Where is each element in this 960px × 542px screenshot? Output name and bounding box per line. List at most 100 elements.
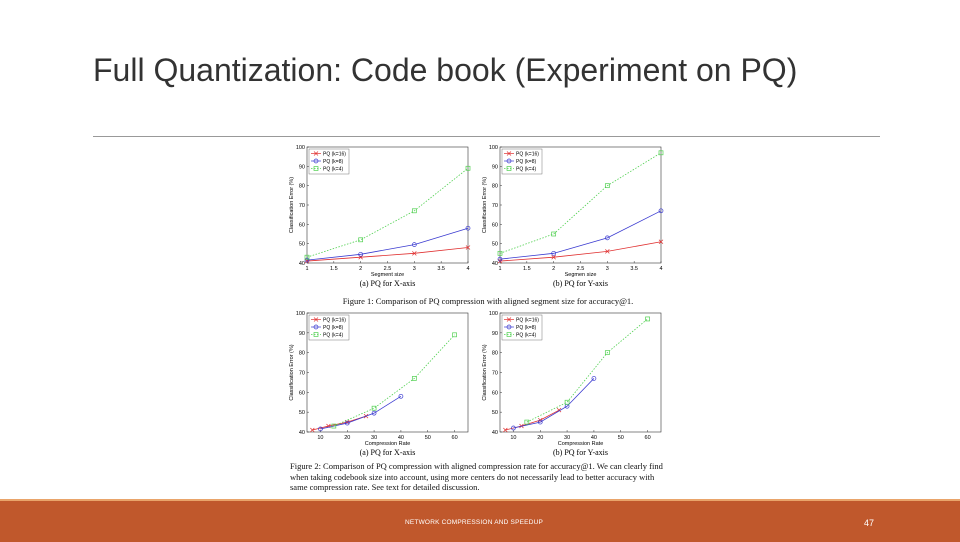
page-number: 47: [864, 518, 875, 528]
x-tick-label: 50: [425, 435, 431, 441]
point-marker: [551, 254, 556, 260]
x-tick-label: 4: [466, 266, 469, 272]
x-tick-label: 20: [344, 435, 350, 441]
point-marker: [497, 256, 503, 262]
legend-label: PQ (k=16): [516, 152, 539, 158]
y-tick-label: 70: [299, 371, 305, 377]
figure-caption: Figure 1: Comparison of PQ compression w…: [342, 296, 634, 306]
series-line: [526, 318, 648, 423]
y-tick-label: 90: [492, 331, 498, 337]
x-tick-label: 40: [398, 435, 404, 441]
y-tick-label: 60: [299, 390, 305, 396]
y-tick-label: 70: [492, 371, 498, 377]
x-axis-label: Compression Rate: [365, 441, 411, 447]
legend-marker: [506, 158, 512, 164]
x-tick-label: 1: [305, 266, 308, 272]
point-marker: [658, 150, 664, 156]
chart-caption: (b) PQ for Y-axis: [553, 279, 608, 288]
legend-marker: [313, 317, 319, 322]
point-marker: [604, 183, 610, 189]
point-marker: [465, 225, 471, 231]
x-axis-label: Segmen size: [565, 272, 597, 278]
point-marker: [358, 237, 364, 243]
point-marker: [497, 250, 503, 256]
point-marker: [304, 257, 310, 263]
series-line: [306, 247, 469, 262]
point-marker: [551, 231, 557, 237]
footer-text: NETWORK COMPRESSION AND SPEEDUP: [405, 519, 544, 526]
y-tick-label: 100: [489, 145, 498, 151]
x-tick-label: 3.5: [437, 266, 445, 272]
x-tick-label: 30: [371, 435, 377, 441]
y-axis-label: Classification Error (%): [289, 344, 295, 400]
legend-marker: [506, 317, 512, 322]
legend-label: PQ (k=8): [323, 325, 343, 331]
y-tick-label: 50: [492, 410, 498, 416]
y-axis-label: Classification Error (%): [482, 177, 488, 233]
x-tick-label: 2: [552, 266, 555, 272]
x-tick-label: 2.5: [577, 266, 585, 272]
point-marker: [604, 350, 610, 356]
chart-caption: (a) PQ for X-axis: [360, 448, 416, 457]
series-line: [499, 241, 662, 262]
x-tick-label: 1.5: [330, 266, 338, 272]
y-tick-label: 100: [296, 311, 305, 317]
y-tick-label: 100: [296, 145, 305, 151]
legend-marker: [313, 158, 319, 164]
series-line: [499, 152, 662, 254]
series-line: [499, 210, 662, 260]
legend-marker: [313, 166, 319, 171]
x-tick-label: 4: [659, 266, 662, 272]
x-tick-label: 20: [537, 435, 543, 441]
slide-title: Full Quantization: Code book (Experiment…: [93, 52, 798, 88]
x-tick-label: 30: [564, 435, 570, 441]
legend-box: [308, 148, 350, 175]
point-marker: [371, 405, 377, 411]
point-marker: [503, 427, 508, 433]
y-tick-label: 50: [492, 242, 498, 248]
x-tick-label: 3.5: [630, 266, 638, 272]
point-marker: [551, 250, 557, 256]
y-tick-label: 90: [299, 164, 305, 170]
legend-label: PQ (k=4): [323, 333, 343, 339]
series-line: [312, 415, 367, 431]
legend-marker: [506, 324, 512, 330]
x-tick-label: 50: [618, 435, 624, 441]
point-marker: [465, 165, 471, 171]
point-marker: [645, 316, 650, 322]
y-tick-label: 60: [492, 222, 498, 228]
point-marker: [465, 245, 471, 250]
chart-caption: (a) PQ for X-axis: [360, 279, 416, 288]
y-tick-label: 40: [492, 261, 498, 267]
x-tick-label: 2.5: [384, 266, 392, 272]
point-marker: [358, 251, 364, 257]
point-marker: [411, 208, 417, 214]
series-line: [513, 378, 595, 429]
x-axis-label: Compression Rate: [558, 441, 604, 447]
legend-label: PQ (k=8): [323, 159, 343, 165]
footer-bar: [0, 499, 960, 542]
x-tick-label: 2: [359, 266, 362, 272]
point-marker: [371, 410, 377, 416]
point-marker: [344, 420, 350, 426]
point-marker: [411, 242, 417, 247]
point-marker: [318, 426, 323, 432]
point-marker: [511, 425, 516, 431]
y-axis-label: Classification Error (%): [482, 344, 488, 400]
legend-marker: [506, 151, 512, 156]
chart-caption: (b) PQ for Y-axis: [553, 448, 608, 457]
legend-marker: [313, 151, 319, 156]
y-tick-label: 50: [299, 242, 305, 248]
y-tick-label: 90: [492, 164, 498, 170]
point-marker: [524, 419, 530, 425]
y-tick-label: 80: [492, 184, 498, 190]
legend-marker: [506, 166, 512, 171]
series-line: [505, 409, 560, 431]
legend-marker: [313, 324, 319, 330]
legend-label: PQ (k=4): [516, 333, 536, 339]
y-tick-label: 90: [299, 331, 305, 337]
x-tick-label: 3: [606, 266, 609, 272]
point-marker: [658, 208, 664, 214]
point-marker: [411, 376, 417, 381]
